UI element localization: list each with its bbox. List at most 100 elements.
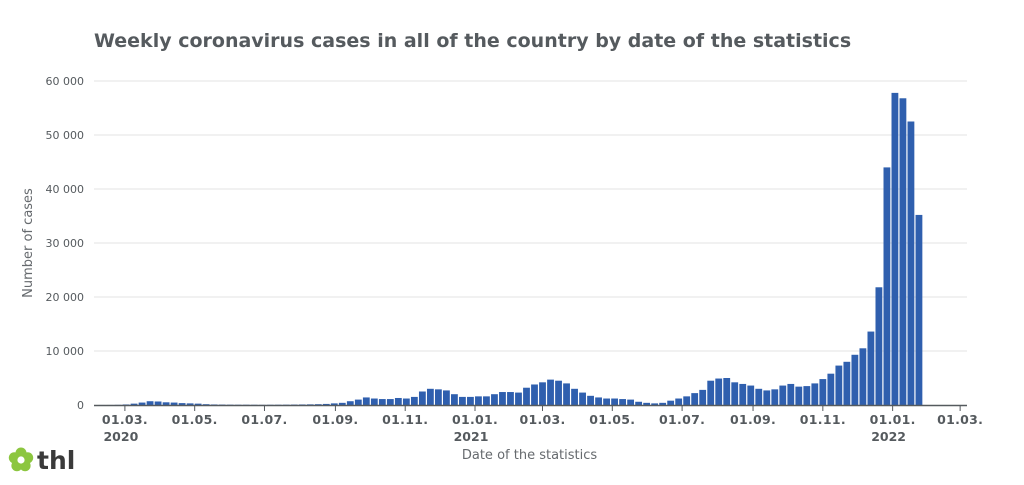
y-axis-label: Number of cases	[21, 188, 36, 298]
x-axis-label: Date of the statistics	[462, 448, 598, 463]
bar	[803, 386, 811, 405]
bar	[723, 378, 731, 405]
bar	[787, 383, 795, 405]
x-tick-label: 01.07.	[241, 412, 287, 427]
x-tick-label: 01.11.	[800, 412, 846, 427]
x-tick-label: 01.03.	[102, 412, 148, 427]
bar	[635, 401, 643, 405]
bar	[691, 393, 699, 405]
bar	[587, 395, 594, 405]
bar	[659, 402, 667, 405]
x-axis-ticks: 01.03. 2020 01.05. 01.07. 01.09. 01.11. 01.01.…	[102, 405, 983, 444]
bar	[178, 403, 186, 405]
bar	[739, 383, 747, 405]
bar	[899, 98, 907, 405]
bar	[434, 389, 442, 405]
bar	[547, 379, 554, 405]
bar	[563, 383, 570, 405]
bar	[603, 398, 610, 405]
bar	[346, 401, 354, 405]
bar	[867, 331, 875, 405]
bar	[186, 403, 194, 405]
bar	[579, 392, 586, 405]
bar	[883, 167, 891, 405]
bar	[891, 92, 899, 405]
x-tick-label: 01.01.	[452, 412, 498, 427]
bar	[915, 214, 923, 405]
bar	[811, 383, 819, 405]
bar	[643, 402, 651, 405]
bar	[571, 388, 578, 405]
bar	[362, 397, 370, 405]
bar	[875, 287, 883, 405]
y-tick-label: 30 000	[46, 237, 85, 250]
flower-icon	[8, 447, 34, 472]
bar	[130, 403, 138, 405]
bar	[779, 385, 787, 405]
y-axis-ticks: 0 10 000 20 000 30 000 40 000 50 000 60 000	[46, 75, 85, 412]
bar	[491, 394, 498, 405]
bar	[402, 398, 410, 405]
bar	[771, 389, 779, 405]
bar	[523, 387, 530, 405]
bar	[619, 399, 627, 405]
bar	[531, 384, 538, 405]
y-tick-label: 10 000	[46, 345, 85, 358]
bar	[138, 402, 146, 405]
bar	[154, 401, 162, 405]
y-tick-label: 20 000	[46, 291, 85, 304]
bar	[907, 121, 915, 405]
x-tick-label: 01.11.	[382, 412, 428, 427]
bar	[162, 402, 170, 405]
bar	[763, 390, 771, 405]
bar	[515, 392, 522, 405]
bar	[459, 396, 466, 405]
bar	[843, 361, 851, 405]
bar	[731, 382, 739, 405]
bar	[667, 400, 675, 405]
bar	[819, 379, 827, 405]
x-tick-label: 01.03.	[937, 412, 983, 427]
bar	[627, 399, 635, 405]
bar	[210, 404, 218, 405]
x-tick-year: 2022	[871, 429, 906, 444]
bar	[683, 396, 691, 405]
bar	[202, 404, 210, 405]
bar	[146, 401, 154, 405]
bar	[298, 404, 306, 405]
bar	[418, 391, 426, 405]
bar	[483, 396, 490, 405]
x-tick-year: 2021	[454, 429, 489, 444]
bar	[306, 404, 314, 405]
bar	[507, 392, 514, 405]
x-tick-label: 01.07.	[659, 412, 705, 427]
bar	[354, 399, 362, 405]
bar	[394, 397, 402, 405]
bar	[595, 397, 602, 405]
x-tick-label: 01.09.	[730, 412, 776, 427]
bar	[426, 388, 434, 405]
x-tick-label: 01.03.	[519, 412, 565, 427]
bar	[410, 396, 418, 405]
bar	[835, 365, 843, 405]
y-tick-label: 50 000	[46, 129, 85, 142]
x-tick-label: 01.05.	[172, 412, 218, 427]
bar	[122, 404, 130, 405]
gridlines	[94, 80, 967, 352]
bar	[699, 389, 707, 405]
bar	[675, 398, 683, 405]
bar	[555, 380, 562, 405]
bar	[467, 396, 474, 405]
bar	[795, 386, 803, 405]
bar	[651, 403, 659, 405]
bar	[451, 394, 458, 405]
y-tick-label: 40 000	[46, 183, 85, 196]
x-tick-label: 01.05.	[589, 412, 635, 427]
bar-series	[98, 92, 923, 405]
bar	[539, 382, 546, 405]
bar	[378, 399, 386, 405]
bar	[314, 404, 322, 405]
x-tick-year: 2020	[103, 429, 138, 444]
bar	[475, 396, 482, 405]
